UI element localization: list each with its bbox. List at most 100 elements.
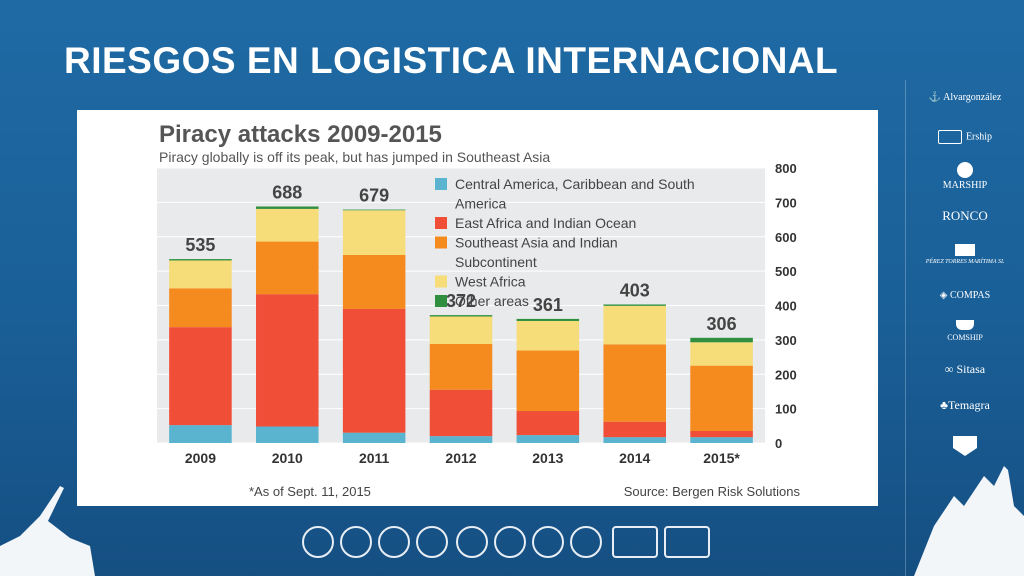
bar-segment bbox=[342, 432, 406, 443]
bar-segment bbox=[256, 206, 319, 209]
bar-total-label: 535 bbox=[185, 235, 215, 255]
legend-label: East Africa and Indian Ocean bbox=[455, 215, 636, 231]
x-tick-label: 2009 bbox=[185, 450, 216, 466]
legend-label: West Africa bbox=[455, 274, 526, 290]
bar-segment bbox=[516, 411, 580, 436]
y-tick-label: 100 bbox=[775, 402, 797, 417]
bar-segment bbox=[342, 254, 406, 309]
bar-total-label: 688 bbox=[272, 183, 302, 203]
y-tick-label: 600 bbox=[775, 230, 797, 245]
y-tick-label: 200 bbox=[775, 367, 797, 382]
bar-segment bbox=[342, 209, 406, 211]
ukas-cert-icon bbox=[664, 526, 710, 558]
bar-segment bbox=[516, 318, 580, 321]
bar-total-label: 361 bbox=[533, 295, 563, 315]
legend-label: Other areas bbox=[455, 293, 529, 309]
legend-label: America bbox=[455, 196, 507, 212]
bar-segment bbox=[169, 288, 232, 328]
legend-swatch bbox=[435, 178, 447, 190]
bar-segment bbox=[256, 241, 319, 295]
shield-flag-icon bbox=[953, 436, 977, 456]
x-tick-label: 2015* bbox=[703, 450, 740, 466]
ship-icon bbox=[956, 320, 974, 330]
y-tick-label: 700 bbox=[775, 195, 797, 210]
brand-perez-torres: PÉREZ TORRES MARÍTIMA SL bbox=[906, 244, 1024, 265]
bar-segment bbox=[429, 315, 493, 317]
brand-ronco: RONCO bbox=[942, 208, 988, 223]
x-tick-label: 2011 bbox=[359, 450, 390, 466]
x-tick-label: 2010 bbox=[272, 450, 303, 466]
brand-ership: Ership bbox=[906, 130, 1024, 144]
y-tick-label: 400 bbox=[775, 299, 797, 314]
bar-segment bbox=[429, 316, 493, 344]
bar-segment bbox=[516, 320, 580, 351]
bar-segment bbox=[690, 430, 753, 438]
bar-segment bbox=[690, 337, 753, 343]
bar-segment bbox=[690, 342, 753, 366]
partner-logos-panel: ⚓ Alvargonzález Ership MARSHIP RONCO PÉR… bbox=[905, 80, 1024, 576]
compass-icon: ◈ bbox=[939, 290, 948, 301]
legend-swatch bbox=[435, 236, 447, 249]
brand-comship: COMSHIP bbox=[906, 320, 1024, 342]
y-tick-label: 0 bbox=[775, 436, 782, 451]
bar-segment bbox=[169, 327, 232, 426]
bar-segment bbox=[603, 304, 666, 306]
bimco-logo-icon bbox=[340, 526, 372, 558]
legend-label: Subcontinent bbox=[455, 254, 537, 270]
x-tick-label: 2012 bbox=[445, 450, 476, 466]
legend-swatch bbox=[435, 217, 447, 229]
cert-seal-icon bbox=[302, 526, 334, 558]
sgs-check-icon bbox=[532, 526, 564, 558]
bar-segment bbox=[169, 260, 232, 289]
y-tick-label: 300 bbox=[775, 333, 797, 348]
legend-label: Southeast Asia and Indian bbox=[455, 235, 618, 251]
x-tick-label: 2014 bbox=[619, 450, 650, 466]
sitasa-logo-icon: ∞ bbox=[944, 362, 954, 376]
bar-segment bbox=[429, 344, 493, 390]
crane-left-icon bbox=[0, 486, 95, 576]
legend-swatch bbox=[435, 275, 447, 288]
y-tick-label: 800 bbox=[775, 161, 797, 176]
bar-segment bbox=[169, 425, 232, 443]
chart-title: Piracy attacks 2009-2015 bbox=[159, 121, 442, 148]
sgs-check-icon bbox=[494, 526, 526, 558]
bar-segment bbox=[516, 435, 580, 443]
y-tick-label: 500 bbox=[775, 264, 797, 279]
chart-footnote: *As of Sept. 11, 2015 bbox=[249, 484, 371, 499]
legend-label: Central America, Caribbean and South bbox=[455, 176, 695, 192]
bar-total-label: 372 bbox=[446, 291, 476, 311]
bar-segment bbox=[429, 436, 493, 443]
bar-segment bbox=[169, 259, 232, 261]
brand-alvargonzalez: ⚓ Alvargonzález bbox=[928, 92, 1002, 103]
emas-logo-icon bbox=[378, 526, 410, 558]
slide-title: RIESGOS EN LOGISTICA INTERNACIONAL bbox=[64, 40, 839, 81]
bar-segment bbox=[342, 210, 406, 255]
bar-segment bbox=[429, 389, 493, 437]
bar-total-label: 306 bbox=[707, 314, 737, 334]
brand-marship: MARSHIP bbox=[906, 162, 1024, 191]
x-tick-label: 2013 bbox=[532, 450, 563, 466]
bar-segment bbox=[603, 344, 666, 422]
circle-logo-icon bbox=[957, 162, 973, 178]
bar-segment bbox=[603, 305, 666, 345]
chart-card: Piracy attacks 2009-2015 Piracy globally … bbox=[77, 110, 878, 506]
brand-sitasa: ∞ Sitasa bbox=[944, 362, 986, 376]
legend-swatch bbox=[435, 295, 447, 307]
anchor-icon: ⚓ bbox=[928, 92, 942, 103]
bar-segment bbox=[256, 208, 319, 242]
brand-compas: ◈ COMPAS bbox=[939, 290, 991, 301]
bar-total-label: 679 bbox=[359, 186, 389, 206]
bar-segment bbox=[342, 308, 406, 433]
flag-icon bbox=[955, 244, 975, 256]
chart-subtitle: Piracy globally is off its peak, but has… bbox=[159, 149, 550, 165]
chart-source: Source: Bergen Risk Solutions bbox=[624, 484, 801, 499]
bar-total-label: 403 bbox=[620, 280, 650, 300]
bar-segment bbox=[603, 437, 666, 443]
brand-temagra: ♣Temagra bbox=[940, 398, 990, 412]
bar-segment bbox=[690, 437, 753, 443]
crane-right-icon bbox=[914, 466, 1024, 576]
ership-logo-icon bbox=[937, 130, 962, 144]
sgs-check-icon bbox=[570, 526, 602, 558]
brand-shield bbox=[906, 436, 1024, 456]
